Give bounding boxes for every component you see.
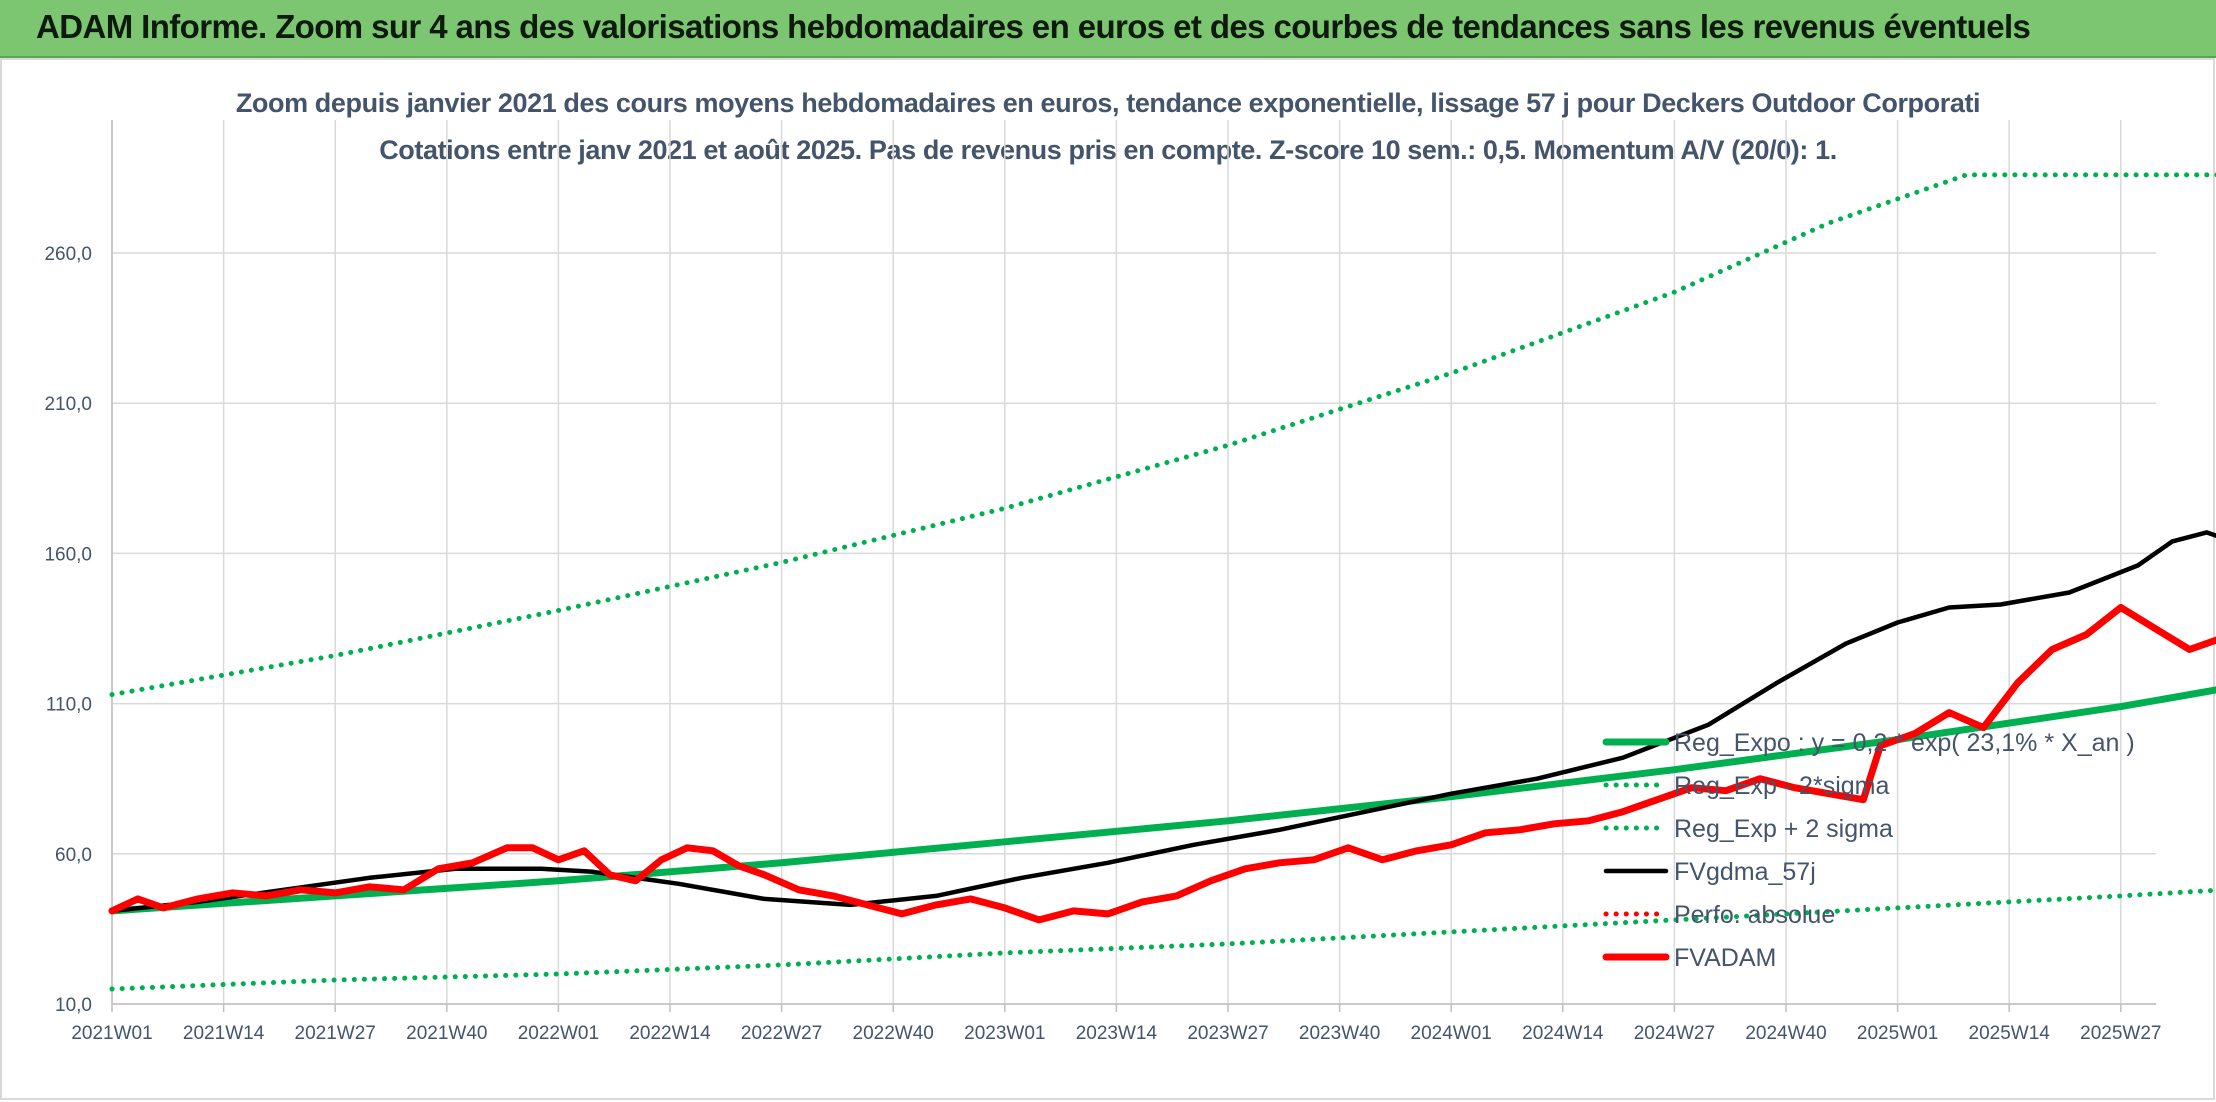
series-line-0 xyxy=(108,686,2216,915)
series-line-1 xyxy=(109,887,2216,992)
x-tick-label: 2024W14 xyxy=(1522,1023,1604,1044)
x-tick-label: 2022W01 xyxy=(518,1023,599,1044)
y-axis: 10,0 60,0 110,0 160,0 210,0 260,0 xyxy=(44,120,113,1016)
x-tick-label: 2024W40 xyxy=(1745,1023,1826,1044)
legend-label: Reg_Expo : y = 0,2 * exp( 23,1% * X_an ) xyxy=(1674,729,2135,757)
x-tick-label: 2025W27 xyxy=(2080,1023,2161,1044)
legend-label: FVADAM xyxy=(1674,944,1776,972)
x-tick-label: 2023W40 xyxy=(1299,1023,1380,1044)
page-title: ADAM Informe. Zoom sur 4 ans des valoris… xyxy=(36,8,2031,45)
y-tick-label: 210,0 xyxy=(44,394,92,415)
x-tick-label: 2021W14 xyxy=(183,1023,265,1044)
x-tick-label: 2025W01 xyxy=(1857,1023,1938,1044)
x-tick-label: 2021W40 xyxy=(406,1023,487,1044)
y-tick-label: 160,0 xyxy=(44,544,92,565)
y-tick-label: 260,0 xyxy=(44,244,92,265)
y-tick-label: 60,0 xyxy=(55,845,92,866)
x-tick-label: 2021W01 xyxy=(71,1023,152,1044)
x-tick-label: 2024W01 xyxy=(1411,1023,1492,1044)
chart-frame xyxy=(0,58,2215,1100)
legend: Reg_Expo : y = 0,2 * exp( 23,1% * X_an )… xyxy=(1602,729,2135,972)
legend-label: Reg_Exp + 2 sigma xyxy=(1674,815,1893,843)
chart-subtitle: Cotations entre janv 2021 et août 2025. … xyxy=(379,135,1837,165)
legend-label: FVgdma_57j xyxy=(1674,858,1816,886)
x-tick-label: 2021W27 xyxy=(295,1023,376,1044)
legend-label: Perfo. absolue xyxy=(1674,901,1835,929)
x-tick-label: 2024W27 xyxy=(1634,1023,1715,1044)
x-tick-label: 2023W01 xyxy=(964,1023,1045,1044)
x-tick-label: 2022W14 xyxy=(629,1023,711,1044)
x-axis: 2021W01 2021W14 2021W27 2021W40 2022W01 2022W… xyxy=(71,1003,2161,1044)
x-tick-label: 2025W14 xyxy=(1969,1023,2051,1044)
x-tick-label: 2023W14 xyxy=(1076,1023,1158,1044)
y-tick-label: 110,0 xyxy=(46,695,92,716)
legend-label: Reg_Exp - 2*sigma xyxy=(1674,772,1889,800)
chart-title: Zoom depuis janvier 2021 des cours moyen… xyxy=(235,88,1981,118)
y-tick-label: 10,0 xyxy=(55,995,92,1016)
x-tick-label: 2022W27 xyxy=(741,1023,822,1044)
x-tick-label: 2023W27 xyxy=(1187,1023,1268,1044)
series-line-5 xyxy=(108,604,2216,924)
x-tick-label: 2022W40 xyxy=(853,1023,934,1044)
chart-series xyxy=(108,172,2216,992)
series-line-2 xyxy=(109,172,2216,698)
header-banner: ADAM Informe. Zoom sur 4 ans des valoris… xyxy=(0,0,2216,58)
